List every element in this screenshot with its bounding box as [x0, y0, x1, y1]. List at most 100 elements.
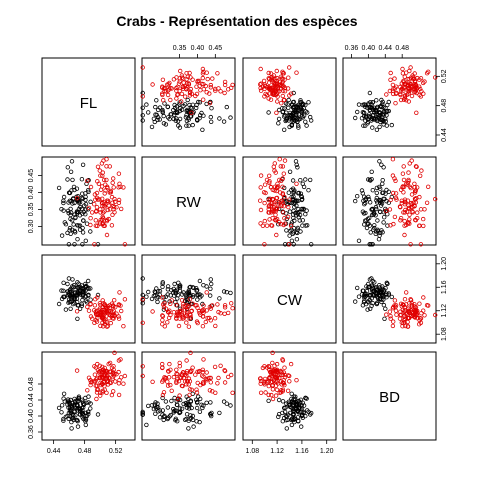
data-point: [198, 382, 203, 388]
data-point: [89, 210, 95, 215]
data-point: [107, 360, 113, 366]
tick-label: 1.08: [441, 327, 448, 341]
data-point: [186, 123, 191, 128]
data-point: [114, 204, 119, 210]
data-point: [264, 223, 270, 228]
data-point: [188, 315, 193, 320]
data-point: [185, 74, 190, 79]
data-point: [88, 406, 93, 411]
data-point: [187, 392, 192, 398]
data-point: [289, 123, 294, 128]
data-point: [216, 86, 221, 91]
data-point: [84, 181, 89, 186]
data-point: [70, 415, 76, 421]
data-point: [94, 387, 100, 392]
data-point: [102, 191, 107, 196]
data-point: [94, 396, 99, 402]
data-point: [86, 308, 92, 313]
data-point: [168, 293, 173, 298]
data-point: [97, 363, 102, 368]
data-point: [258, 66, 263, 72]
data-point: [183, 292, 189, 297]
data-point: [145, 403, 151, 409]
data-point: [266, 76, 271, 81]
data-point: [160, 107, 165, 113]
panel-frame: [141, 57, 236, 147]
data-point: [280, 184, 285, 189]
data-point: [408, 65, 413, 70]
data-point: [381, 122, 386, 127]
data-point: [186, 382, 191, 387]
data-point: [407, 161, 412, 166]
data-point: [258, 173, 264, 178]
data-point: [407, 301, 412, 306]
data-point: [296, 123, 301, 128]
data-point: [417, 223, 422, 228]
data-point: [382, 214, 387, 220]
data-point: [287, 379, 292, 384]
data-point: [290, 178, 296, 183]
data-point: [286, 75, 291, 80]
data-point: [383, 306, 388, 311]
data-point: [140, 65, 145, 70]
data-point: [104, 198, 110, 203]
panel-RW-BD: [342, 156, 438, 247]
data-point: [258, 82, 263, 87]
data-point: [291, 194, 296, 199]
data-point: [379, 114, 385, 120]
data-point: [367, 215, 372, 221]
data-point: [417, 322, 422, 327]
data-point: [157, 292, 162, 297]
data-point: [161, 414, 167, 419]
data-point: [80, 401, 86, 406]
data-point: [414, 110, 419, 115]
data-point: [299, 109, 304, 115]
data-point: [380, 181, 385, 186]
data-point: [292, 107, 297, 112]
data-point: [80, 297, 85, 303]
data-point: [153, 400, 158, 405]
data-point: [109, 392, 115, 398]
tick-label: 1.20: [320, 448, 334, 455]
data-point: [75, 223, 80, 228]
tick-label: 0.45: [209, 45, 223, 52]
data-point: [71, 413, 76, 418]
data-point: [108, 188, 113, 194]
data-point: [190, 77, 195, 82]
data-point: [278, 164, 283, 169]
data-point: [94, 308, 100, 313]
panel-BD-CW: [242, 350, 337, 441]
data-point: [80, 211, 85, 216]
data-point: [160, 280, 165, 285]
data-point: [258, 198, 263, 203]
data-point: [294, 401, 299, 406]
data-point: [369, 303, 374, 308]
data-point: [281, 71, 286, 76]
data-point: [180, 370, 186, 375]
tick-label: 0.52: [441, 69, 448, 83]
data-point: [111, 185, 116, 190]
data-point: [144, 102, 149, 107]
data-point: [363, 123, 368, 128]
data-point: [88, 378, 93, 383]
data-point: [424, 200, 430, 205]
data-point: [282, 77, 287, 82]
data-point: [187, 369, 193, 374]
data-point: [401, 318, 407, 323]
data-point: [230, 82, 235, 88]
data-point: [71, 283, 77, 288]
data-point: [298, 177, 303, 183]
data-point: [79, 176, 85, 182]
data-point: [386, 292, 391, 297]
data-point: [258, 185, 263, 190]
data-point: [403, 81, 408, 86]
data-point: [65, 208, 71, 214]
data-point: [149, 296, 155, 302]
data-point: [191, 285, 196, 291]
data-point: [224, 401, 229, 406]
data-point: [412, 190, 418, 195]
data-point: [74, 209, 80, 214]
panel-FL-BD: [342, 57, 438, 147]
data-point: [99, 374, 105, 380]
